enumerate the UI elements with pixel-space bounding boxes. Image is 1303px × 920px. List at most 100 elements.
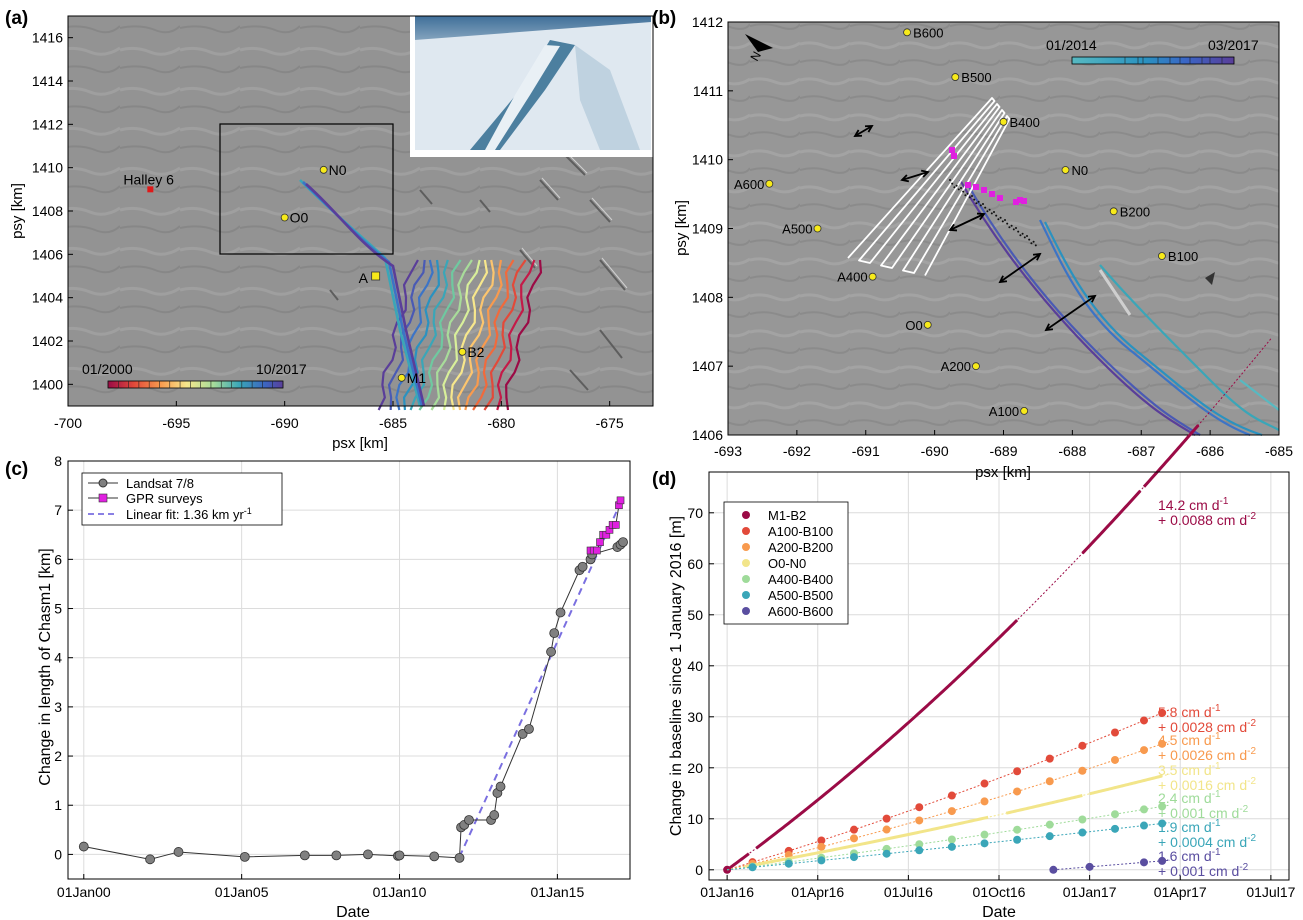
chart-c-gpr-point [616,496,625,505]
map-b-sites: B600 B500 B400 N0 B200 B100 A600 A500 A400 O0 A200… [734,25,1198,419]
chart-d-series-point [882,825,891,834]
map-b-gpr-point [1017,197,1023,203]
map-b-gpr-point [949,147,955,153]
chart-d-series-point [915,803,924,812]
chart-d-series-point [947,835,956,844]
map-b-gpr-dot [968,196,971,199]
chart-c-landsat-point [145,854,155,865]
map-b-gpr-dot [1017,230,1020,233]
chart-c-frame [67,460,631,880]
map-b-site-marker [951,73,960,81]
chart-c-landsat-point [454,852,465,863]
chart-d-fit-line [727,804,1170,871]
chart-d-acc-annotation: + 0.0088 cm d-2 [1158,511,1256,528]
chart-d-rate-annotation: 3.5 cm d-1 [1158,761,1221,778]
chart-d-fit-line [727,740,1170,871]
chart-d-legend-label: O0-N0 [768,556,806,571]
chart-d-series-point [1111,824,1119,833]
chart-d-series-point [947,842,956,851]
chart-c-ytick-label: 8 [54,453,62,469]
map-a-site-label: B2 [467,344,484,360]
map-a-inset-box [219,123,394,255]
chart-d-series-point [1111,728,1119,737]
map-a-chasm-trace [430,259,473,411]
map-b-gpr-point [981,187,987,193]
map-b-site-marker [972,362,980,371]
chart-d-acc-sup: -2 [1247,511,1256,522]
chart-d-series-segment [726,852,750,872]
map-b-gpr-point [1013,199,1019,205]
chart-d-series-point [915,846,924,855]
chart-d-rate-sup: -1 [1212,818,1221,829]
chart-d-acc-sup: -2 [1247,776,1256,787]
chart-d-ytick-label: 20 [687,760,703,776]
chart-c-legend-fit-sup: -1 [244,506,252,516]
chart-d-acc-value: + 0.0004 cm d [1158,834,1247,850]
map-b-arrow-head [1087,294,1097,303]
chart-d-series-point [1140,805,1148,814]
map-b-gpr-dot [949,179,951,181]
map-b-site-marker [868,272,877,281]
map-b-site-marker [765,179,774,188]
map-b-site-label: A100 [989,404,1019,419]
chart-d-acc-value: + 0.0028 cm d [1158,719,1247,735]
chart-d-series-point [748,863,757,872]
chart-d-acc-annotation: + 0.001 cm d-2 [1158,804,1249,821]
map-b-xtick-label: -693 [714,443,742,459]
map-a-ylabel: psy [km] [9,183,26,239]
chart-d-acc-sup: -2 [1247,718,1256,729]
map-b-xtick-label: -690 [921,443,949,459]
map-b-arrow-head [920,169,930,178]
chart-d-legend-label: A600-B600 [768,604,833,619]
map-b-ytick-label: 1411 [693,83,723,99]
map-a-site-marker [397,373,406,382]
map-a-ytick-label: 1408 [32,203,63,219]
chart-c-legend-fit-text: Linear fit: 1.36 km yr [126,507,244,522]
chart-d-ytick-label: 60 [687,556,703,572]
chart-d-series-point [947,807,956,816]
map-b-gpr-point [997,195,1003,201]
map-a-chasm-trace [456,259,495,411]
map-b-gpr-dot [975,202,978,205]
chart-d-series-segment [1089,774,1163,796]
chart-d-series-point [1045,754,1054,763]
chart-c-ytick-label: 1 [54,797,62,813]
map-b-gpr-dot [1026,235,1028,237]
chart-c-landsat-point [555,607,566,618]
chart-d-series-point [1045,820,1054,829]
chart-d-xtick-label: 01Jul16 [884,884,933,900]
map-a-ytick-label: 1400 [32,376,63,392]
chart-d-acc-annotation: + 0.0016 cm d-2 [1158,776,1256,793]
chart-d-xtick-label: 01Jul17 [1246,884,1295,900]
map-b-arrow-head [948,223,958,232]
chart-d-xtick-label: 01Apr17 [1154,884,1207,900]
chart-c-grid [68,460,630,879]
map-b-gpr-dot [1001,220,1004,223]
map-a-ytick-label: 1414 [32,73,63,89]
map-b-xtick-label: -685 [1265,443,1293,459]
map-a-colorbar: 01/2000 10/2017 [82,361,307,389]
map-a-chasm-trace [418,259,462,411]
chart-d-series-point [784,859,793,868]
map-b-chasm-trace [1044,221,1263,437]
chart-c-landsat-point [549,628,560,639]
map-a-xtick-label: -680 [487,415,515,431]
chart-d-series-point [850,834,858,843]
map-b-site-marker [813,224,822,233]
map-b-gpr-dot [988,208,991,211]
chart-c-legend: Landsat 7/8 GPR surveys Linear fit: 1.36… [81,472,283,526]
chart-d-acc-sup: -2 [1239,862,1248,873]
map-b-arrows [853,125,1097,332]
map-b-xtick-label: -691 [852,443,880,459]
chart-d-series-point [1085,862,1094,871]
chart-d-rate-value: 14.2 cm d [1158,497,1219,513]
chart-c-ticks: 01Jan00 01Jan05 01Jan10 01Jan15 0 1 2 3 4 5 6 7 8 [54,453,584,900]
chart-d-series-point [980,779,989,788]
map-b-arrow-head [853,129,863,137]
chart-c-landsat-point [546,646,556,657]
map-b-arrow-head [1044,323,1054,332]
chart-panel-c: 01Jan00 01Jan05 01Jan10 01Jan15 0 1 2 3 4 5 6 7 8 Da… [37,453,631,920]
map-b-gpr-dot [973,198,976,201]
map-a-ytick-label: 1404 [32,290,63,306]
map-a-chasm-trace [409,259,449,411]
